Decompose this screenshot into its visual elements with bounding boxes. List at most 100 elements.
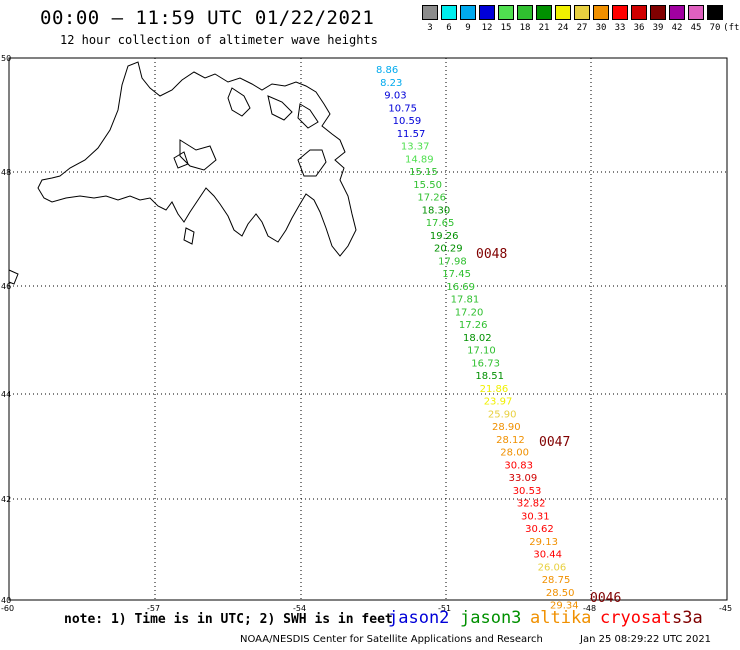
longitude-tick: -45	[719, 604, 732, 613]
wave-height-label: 20.29	[434, 244, 463, 255]
wave-height-label: 33.09	[509, 473, 538, 484]
wave-height-label: 8.86	[376, 65, 398, 76]
longitude-tick: -54	[293, 604, 306, 613]
wave-height-label: 14.89	[405, 154, 434, 165]
scale-label: 70	[709, 23, 721, 33]
wave-height-label: 8.23	[380, 78, 402, 89]
wave-height-label: 19.26	[430, 231, 459, 242]
wave-height-label: 10.75	[388, 103, 417, 114]
scale-label: 45	[690, 23, 702, 33]
wave-height-label: 30.31	[521, 511, 550, 522]
pass-label: 0047	[539, 435, 570, 450]
scale-swatch	[441, 5, 457, 20]
wave-height-label: 18.51	[475, 371, 504, 382]
wave-height-label: 23.97	[484, 397, 513, 408]
wave-height-label: 29.34	[550, 601, 579, 612]
scale-label: 3	[427, 23, 433, 33]
satellite-name: cryosat	[600, 608, 672, 628]
scale-swatch	[593, 5, 609, 20]
wave-height-label: 9.03	[384, 91, 406, 102]
scale-label: 21	[538, 23, 550, 33]
wave-height-label: 18.02	[463, 333, 492, 344]
scale-swatch	[612, 5, 628, 20]
coast-detail-inlet-1	[227, 87, 251, 117]
wave-height-label: 26.06	[538, 562, 567, 573]
coast-detail-island-3	[8, 269, 19, 285]
scale-label: 6	[446, 23, 452, 33]
latitude-tick: 46	[1, 282, 11, 291]
scale-label: 42	[671, 23, 683, 33]
latitude-tick: 40	[1, 596, 11, 605]
wave-height-label: 17.45	[442, 269, 471, 280]
wave-height-label: 30.83	[504, 460, 533, 471]
pass-label: 0048	[476, 247, 507, 262]
scale-label: 30	[595, 23, 607, 33]
wave-height-label: 16.69	[446, 282, 475, 293]
scale-swatch	[555, 5, 571, 20]
scale-label: 33	[614, 23, 626, 33]
credit-line: NOAA/NESDIS Center for Satellite Applica…	[240, 634, 543, 645]
wave-height-label: 28.00	[500, 448, 529, 459]
scale-label: 27	[576, 23, 588, 33]
coast-detail-island-2	[183, 227, 195, 245]
wave-height-label: 17.10	[467, 346, 496, 357]
wave-height-label: 11.57	[397, 129, 426, 140]
coast-detail-peninsula	[297, 149, 327, 177]
scale-label: 24	[557, 23, 569, 33]
wave-height-label: 17.26	[459, 320, 488, 331]
wave-height-label: 29.13	[529, 537, 558, 548]
longitude-tick: -57	[147, 604, 160, 613]
map-title: 00:00 – 11:59 UTC 01/22/2021	[40, 7, 375, 29]
coast-detail-bay	[179, 139, 217, 171]
wave-height-label: 28.90	[492, 422, 521, 433]
map-frame	[8, 57, 728, 601]
satellite-name: jason3	[460, 608, 522, 628]
wave-height-label: 15.50	[413, 180, 442, 191]
scale-swatch	[688, 5, 704, 20]
longitude-tick: -51	[438, 604, 451, 613]
wave-height-label: 17.98	[438, 256, 467, 267]
scale-swatch	[650, 5, 666, 20]
wave-height-label: 30.62	[525, 524, 554, 535]
scale-label: 36	[633, 23, 645, 33]
wave-height-label: 30.44	[533, 550, 562, 561]
map-subtitle: 12 hour collection of altimeter wave hei…	[60, 33, 378, 47]
footer-note: note: 1) Time is in UTC; 2) SWH is in fe…	[64, 612, 393, 627]
scale-swatch	[460, 5, 476, 20]
coast-detail-inlet-3	[297, 103, 319, 129]
latitude-tick: 50	[1, 54, 11, 63]
wave-height-label: 21.86	[480, 384, 509, 395]
wave-height-label: 18.30	[422, 205, 451, 216]
wave-height-label: 16.73	[471, 358, 500, 369]
longitude-tick: -48	[583, 604, 596, 613]
scale-swatch	[707, 5, 723, 20]
wave-height-label: 17.81	[451, 295, 480, 306]
wave-height-label: 28.75	[542, 575, 571, 586]
latitude-tick: 48	[1, 168, 11, 177]
scale-label: 12	[481, 23, 493, 33]
scale-swatch	[479, 5, 495, 20]
scale-label: 9	[465, 23, 471, 33]
wave-height-label: 30.53	[513, 486, 542, 497]
latitude-tick: 44	[1, 390, 11, 399]
pass-label: 0046	[590, 591, 621, 606]
satellite-name: s3a	[672, 608, 703, 628]
scale-swatch	[517, 5, 533, 20]
scale-unit: (ft)	[723, 23, 740, 33]
wave-height-label: 10.59	[393, 116, 422, 127]
longitude-tick: -60	[1, 604, 14, 613]
pass-labels: 0048 0047 0046	[476, 247, 621, 606]
wave-height-label: 17.26	[417, 193, 446, 204]
coast-detail-island-1	[173, 151, 189, 169]
wave-height-label: 17.65	[426, 218, 455, 229]
satellite-name: jason2	[388, 608, 450, 628]
scale-label: 39	[652, 23, 664, 33]
graticule: -60 -57 -54 -51 -48 -45 50 48 46 44 42 40	[1, 54, 732, 613]
scale-swatch	[498, 5, 514, 20]
scale-label: 15	[500, 23, 512, 33]
scale-label: 18	[519, 23, 531, 33]
coastline	[8, 61, 357, 285]
wave-height-label: 28.50	[546, 588, 575, 599]
